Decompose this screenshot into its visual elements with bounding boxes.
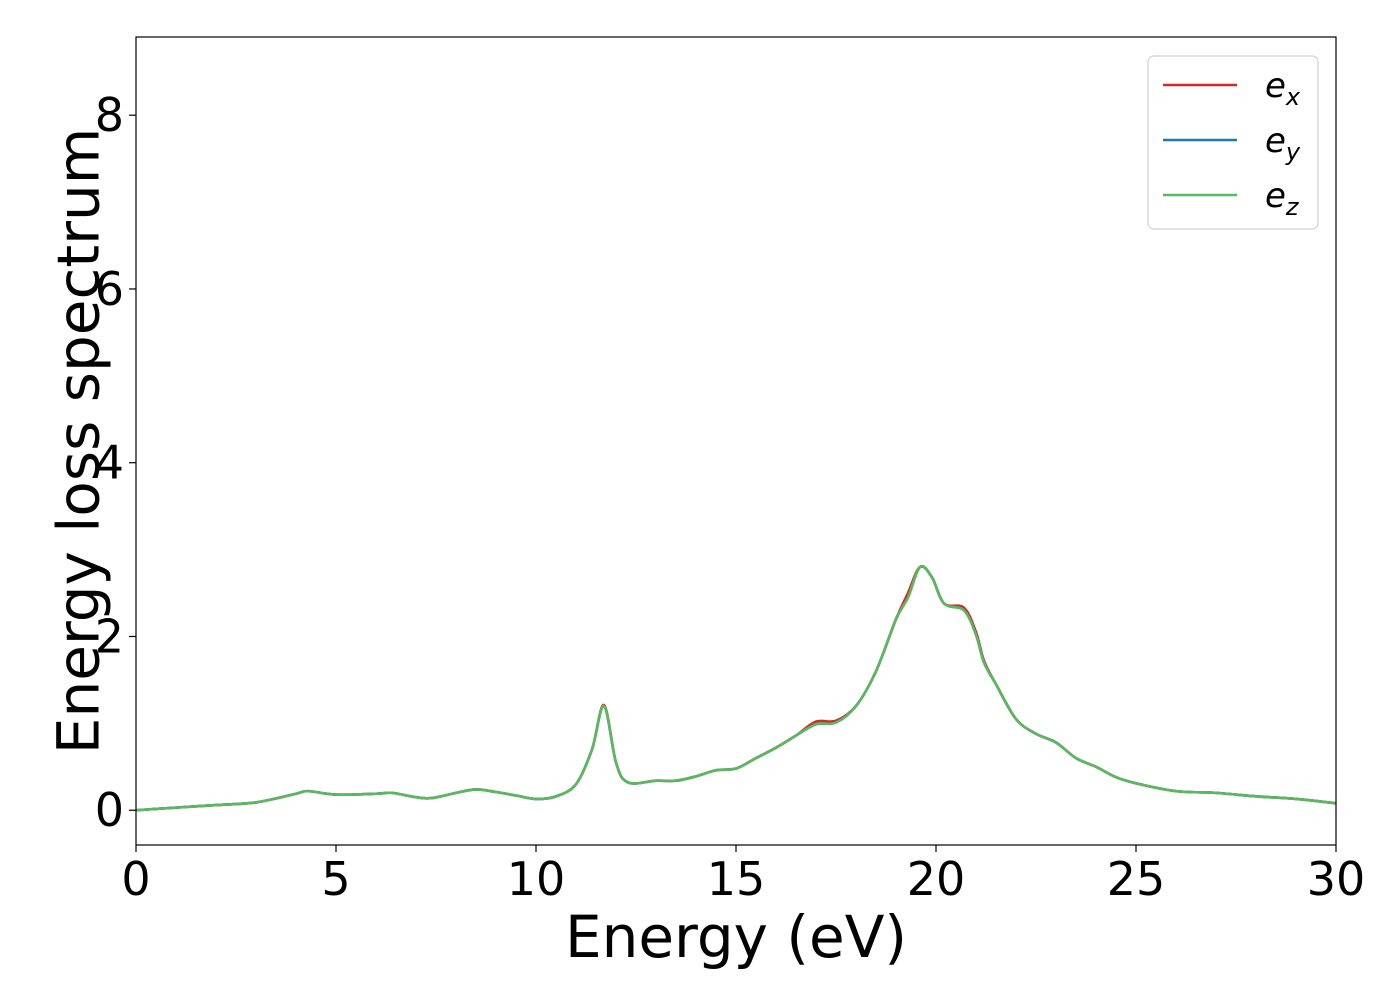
- y-tick-label: 2: [95, 609, 124, 663]
- legend-entry-main: e: [1265, 66, 1286, 106]
- series-line-e-y: [136, 564, 1336, 812]
- legend-entry: ez: [1265, 176, 1300, 221]
- legend-entry: ex: [1265, 66, 1301, 111]
- x-axis-label: Energy (eV): [565, 903, 907, 971]
- x-axis-ticks: 0 5 10 15 20 25 30: [121, 845, 1365, 906]
- legend-box: [1147, 55, 1319, 230]
- y-tick-label: 8: [95, 88, 124, 142]
- legend-entry-subscript: z: [1285, 193, 1300, 221]
- legend-entry-main: e: [1265, 176, 1286, 216]
- y-tick-label: 0: [95, 783, 124, 837]
- series-layer: [136, 564, 1336, 812]
- series-line-e-x: [136, 565, 1336, 812]
- series-line-e-z: [136, 564, 1336, 812]
- x-tick-label: 30: [1307, 852, 1366, 906]
- x-tick-label: 20: [907, 852, 966, 906]
- legend-entry-main: e: [1265, 121, 1286, 161]
- x-tick-label: 0: [121, 852, 150, 906]
- x-tick-label: 10: [507, 852, 566, 906]
- y-tick-label: 4: [95, 436, 124, 490]
- legend-entry-subscript: y: [1285, 138, 1301, 166]
- legend-entry: ey: [1265, 121, 1301, 166]
- y-axis-ticks: 0 2 4 6 8: [95, 88, 136, 837]
- x-tick-label: 25: [1107, 852, 1166, 906]
- x-tick-label: 15: [707, 852, 766, 906]
- legend-entry-subscript: x: [1285, 83, 1301, 111]
- x-tick-label: 5: [321, 852, 350, 906]
- y-tick-label: 6: [95, 262, 124, 316]
- y-axis-label: Energy loss spectrum: [44, 128, 112, 754]
